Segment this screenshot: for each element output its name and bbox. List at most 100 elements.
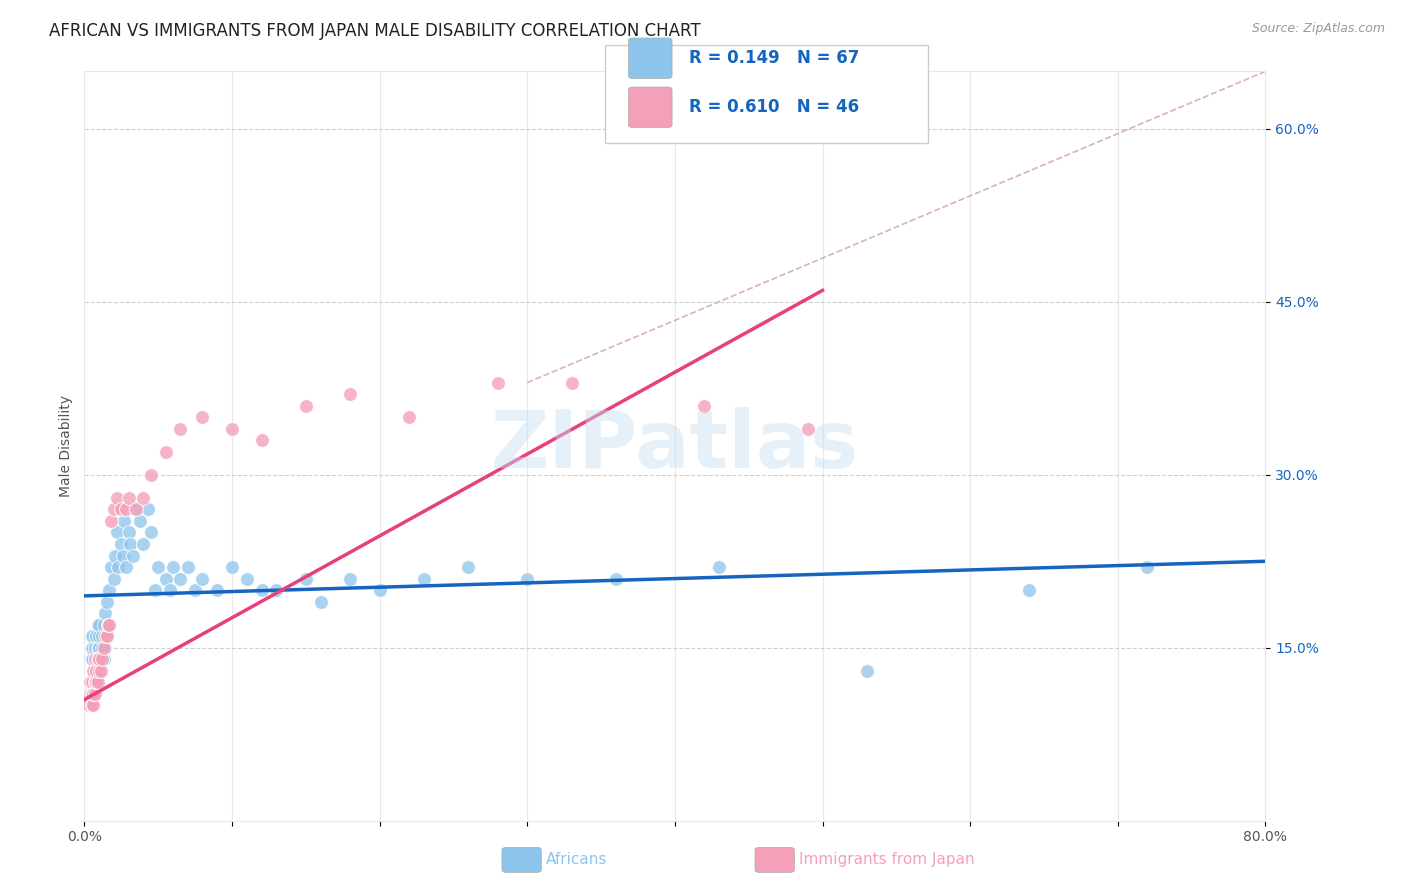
Point (162, 560, 184, 574)
Point (84, 675, 107, 690)
Point (105, 491, 128, 505)
Point (221, 560, 243, 574)
Point (266, 583, 288, 598)
Point (79, 687, 101, 701)
Point (107, 560, 129, 574)
Point (86, 664, 108, 678)
Point (80, 629, 103, 643)
Point (139, 525, 162, 540)
Point (169, 572, 191, 586)
Point (80, 640, 103, 655)
Point (87, 629, 111, 643)
Point (97, 617, 120, 632)
Point (94, 606, 117, 620)
Point (83, 652, 105, 666)
Point (561, 376, 583, 390)
Text: ZIPatlas: ZIPatlas (491, 407, 859, 485)
Point (132, 537, 155, 551)
Point (94, 640, 117, 655)
Point (82, 687, 104, 701)
Point (97, 617, 120, 632)
Point (84, 652, 107, 666)
Point (114, 560, 136, 574)
Point (96, 594, 118, 608)
Point (94, 629, 117, 643)
Point (93, 652, 115, 666)
Point (148, 560, 170, 574)
Point (1018, 583, 1040, 598)
Point (86, 652, 108, 666)
Point (250, 434, 273, 448)
Point (709, 560, 731, 574)
Text: Source: ZipAtlas.com: Source: ZipAtlas.com (1251, 22, 1385, 36)
Point (80, 687, 103, 701)
Point (91, 629, 114, 643)
Point (105, 525, 128, 540)
Point (143, 583, 166, 598)
Point (111, 549, 134, 563)
Text: Immigrants from Japan: Immigrants from Japan (799, 853, 974, 867)
Point (91, 640, 114, 655)
Point (120, 537, 142, 551)
Point (114, 502, 136, 516)
Point (413, 572, 436, 586)
Point (103, 572, 125, 586)
Point (87, 652, 111, 666)
Point (98, 617, 121, 632)
Point (221, 422, 243, 436)
Point (84, 629, 107, 643)
Point (125, 502, 148, 516)
Point (118, 491, 141, 505)
Point (110, 537, 132, 551)
Point (132, 491, 155, 505)
Point (104, 549, 127, 563)
Point (797, 422, 820, 436)
Point (118, 525, 141, 540)
Point (129, 514, 152, 528)
Point (856, 664, 879, 678)
Point (110, 502, 132, 516)
Point (100, 560, 122, 574)
Point (339, 387, 361, 401)
Point (516, 572, 538, 586)
Point (83, 640, 105, 655)
Text: R = 0.610   N = 46: R = 0.610 N = 46 (689, 98, 859, 116)
Point (368, 583, 391, 598)
Point (80, 675, 103, 690)
Point (136, 502, 159, 516)
Point (457, 560, 479, 574)
Text: AFRICAN VS IMMIGRANTS FROM JAPAN MALE DISABILITY CORRELATION CHART: AFRICAN VS IMMIGRANTS FROM JAPAN MALE DI… (49, 22, 700, 40)
Point (77, 698, 100, 713)
Text: R = 0.149   N = 67: R = 0.149 N = 67 (689, 49, 859, 67)
Point (79, 675, 101, 690)
Point (103, 502, 125, 516)
Point (177, 560, 200, 574)
Point (80, 652, 103, 666)
Point (155, 572, 177, 586)
Point (191, 572, 214, 586)
Point (295, 572, 318, 586)
Y-axis label: Male Disability: Male Disability (59, 395, 73, 497)
Point (90, 664, 112, 678)
Point (486, 376, 509, 390)
Point (339, 572, 361, 586)
Point (398, 410, 420, 425)
Point (91, 652, 114, 666)
Point (605, 572, 627, 586)
Point (122, 549, 145, 563)
Point (83, 687, 105, 701)
Point (84, 664, 107, 678)
Point (159, 583, 181, 598)
Point (96, 629, 118, 643)
Point (693, 399, 716, 413)
Point (250, 583, 273, 598)
Point (83, 675, 105, 690)
Point (295, 399, 318, 413)
Point (86, 675, 108, 690)
Point (86, 617, 108, 632)
Point (191, 410, 214, 425)
Point (184, 583, 207, 598)
Point (82, 698, 104, 713)
Point (93, 640, 115, 655)
Point (169, 422, 191, 436)
